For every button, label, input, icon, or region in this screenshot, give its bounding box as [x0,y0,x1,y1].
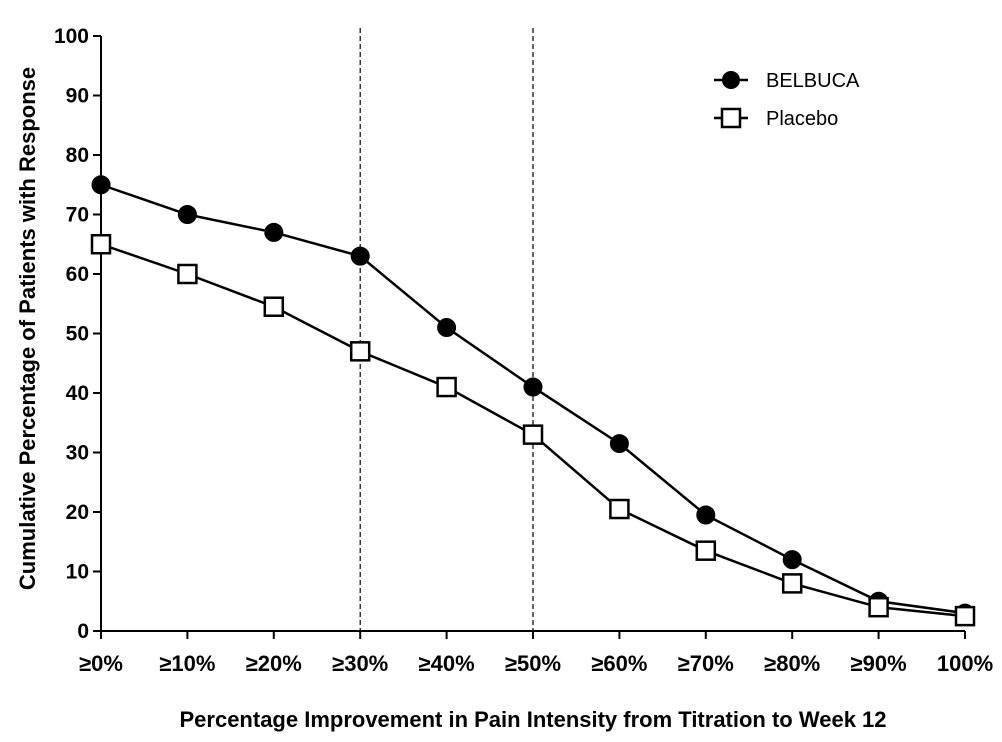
data-point [436,376,457,398]
data-point [437,318,457,338]
data-point [523,377,543,397]
y-tick-label: 30 [66,442,89,465]
reference-lines [359,28,534,631]
series-placebo [90,234,976,627]
x-tick-label: 100% [937,651,993,676]
data-point [91,175,111,195]
y-tick-label: 80 [66,144,89,167]
x-tick-label: ≥30% [332,651,388,676]
y-tick-label: 50 [66,323,89,346]
y-axis-ticks: 0 10 20 30 40 50 60 70 80 90 100 [54,25,101,643]
data-point [954,605,976,627]
data-point [781,573,803,594]
x-tick-label: ≥60% [591,651,647,676]
data-point [696,505,716,525]
data-point [349,341,371,362]
legend-marker [720,107,742,129]
x-axis-ticks: ≥0% ≥10% ≥20% ≥30% ≥40% ≥50% ≥60% ≥70% ≥80% ≥90% 1… [79,631,993,676]
data-point [177,205,197,224]
data-point [868,596,889,618]
y-tick-label: 100 [54,25,89,48]
x-tick-label: ≥50% [505,651,561,676]
y-tick-label: 0 [77,620,89,643]
legend-item-belbuca: BELBUCA [714,70,860,92]
data-point [263,296,285,317]
x-axis-title: Percentage Improvement in Pain Intensity… [179,707,886,732]
x-tick-label: ≥40% [419,651,475,676]
data-point [350,246,370,266]
legend-label: BELBUCA [766,70,860,92]
data-point [177,263,198,285]
legend: BELBUCA Placebo [714,70,860,130]
legend-label: Placebo [766,108,838,130]
data-point [609,498,630,520]
x-tick-label: ≥0% [79,651,123,676]
data-point [695,540,717,561]
legend-item-placebo: Placebo [714,107,838,130]
data-point [264,222,284,242]
y-tick-label: 40 [66,382,89,405]
data-point [609,434,629,454]
x-tick-label: ≥10% [159,651,215,676]
y-tick-label: 60 [66,263,89,286]
y-tick-label: 70 [66,204,89,227]
y-tick-label: 20 [66,501,89,524]
x-tick-label: ≥80% [764,651,820,676]
series-group [90,175,976,627]
y-axis-title: Cumulative Percentage of Patients with R… [15,67,40,590]
data-point [90,234,112,255]
x-tick-label: ≥20% [246,651,302,676]
y-tick-label: 90 [66,85,89,108]
legend-marker [722,71,740,89]
x-tick-label: ≥70% [678,651,734,676]
data-point [782,550,802,570]
y-tick-label: 10 [66,561,89,584]
data-point [522,424,544,445]
x-tick-label: ≥90% [851,651,907,676]
series-belbuca [91,175,975,623]
